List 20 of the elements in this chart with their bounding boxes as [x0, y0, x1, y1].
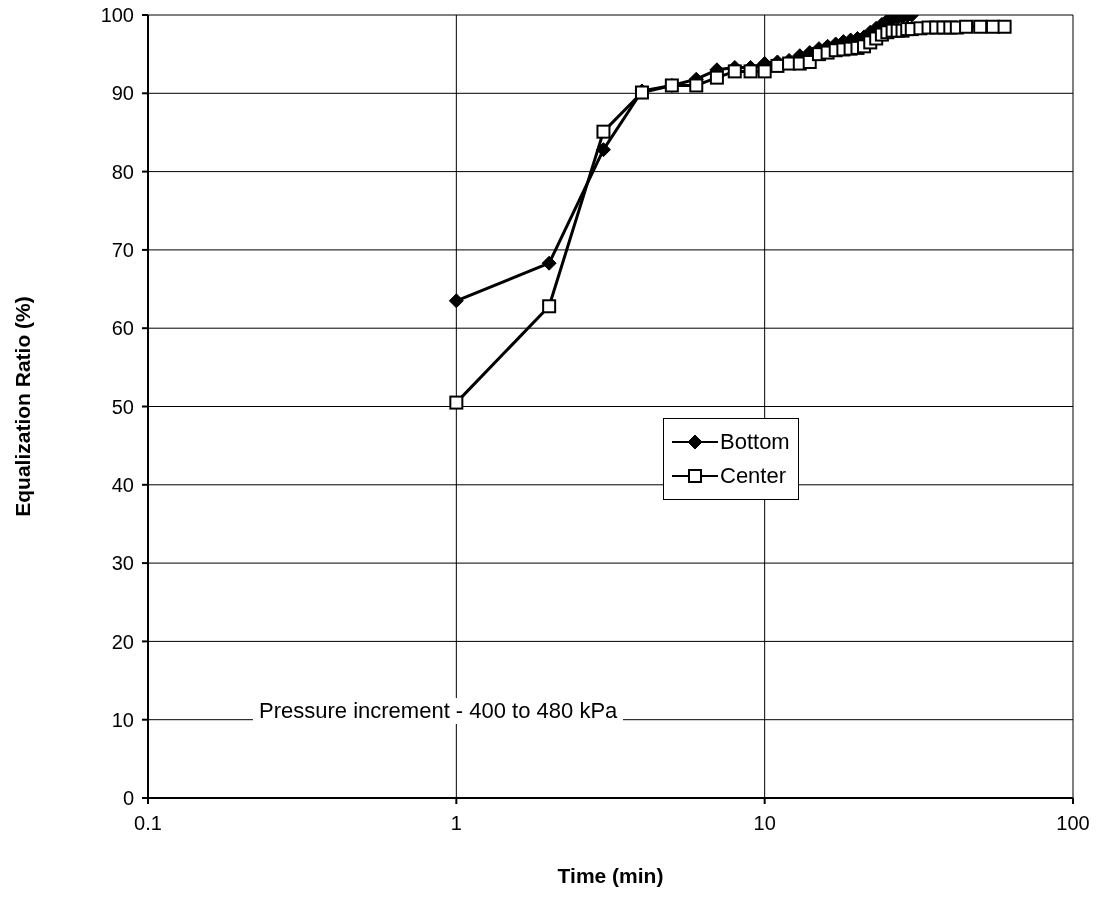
y-tick-label: 60 [111, 317, 134, 340]
legend-label: Center [720, 462, 787, 490]
y-tick-label: 10 [111, 708, 134, 731]
y-tick-label: 50 [111, 395, 134, 418]
annotation: Pressure increment - 400 to 480 kPa [253, 698, 624, 724]
x-tick-label: 100 [1056, 812, 1090, 835]
y-tick-label: 100 [100, 4, 134, 27]
y-tick-label: 40 [111, 473, 134, 496]
legend-label: Bottom [720, 428, 790, 456]
x-tick-label: 10 [753, 812, 776, 835]
y-tick-label: 0 [122, 787, 134, 810]
y-tick-label: 70 [111, 239, 134, 261]
y-tick-label: 80 [111, 160, 134, 183]
x-tick-label: 0.1 [134, 812, 162, 835]
y-axis-title: Equalization Ratio (%) [11, 296, 35, 517]
x-tick-label: 1 [450, 812, 462, 835]
y-tick-label: 90 [111, 82, 134, 105]
y-tick-label: 30 [111, 552, 134, 575]
x-axis-title: Time (min) [557, 864, 664, 887]
y-tick-label: 20 [111, 630, 134, 653]
